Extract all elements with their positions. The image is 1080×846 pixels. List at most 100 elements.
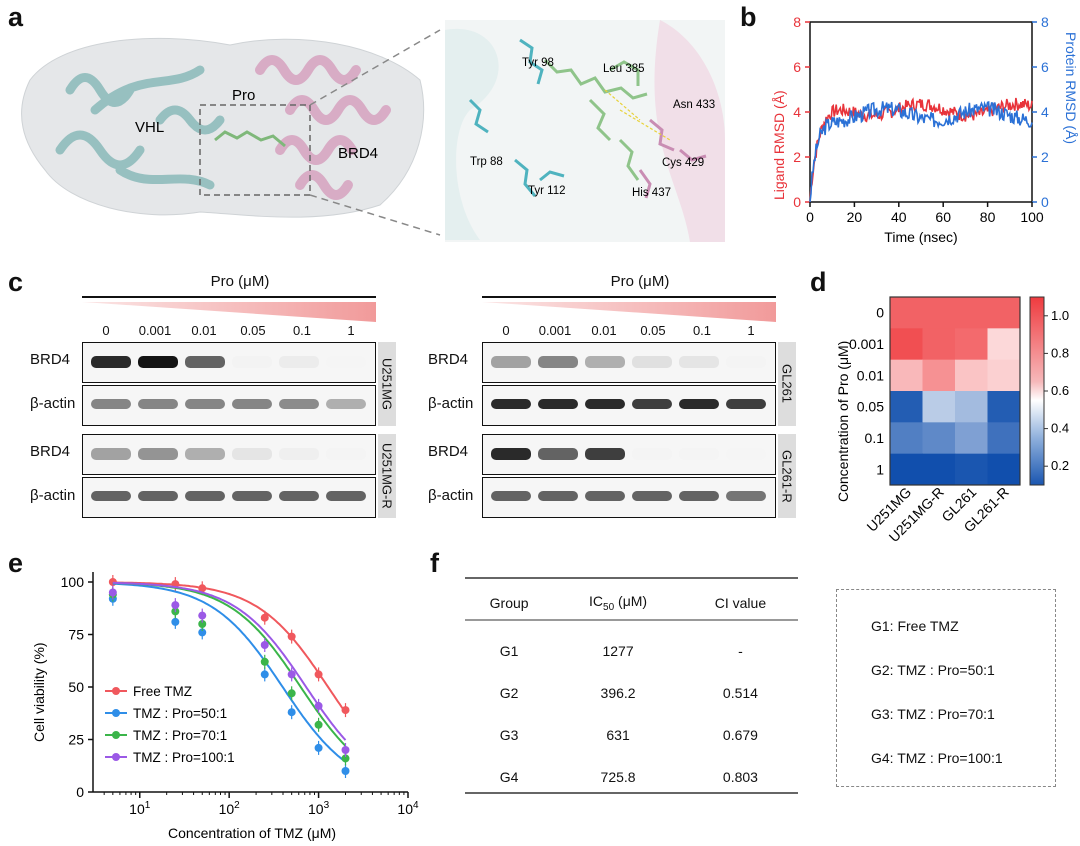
blot-band [679, 491, 719, 501]
heatmap-cell [922, 422, 956, 455]
group-legend-item: G4: TMZ : Pro=100:1 [871, 750, 1003, 766]
rmsd-x-tick: 40 [891, 209, 907, 225]
group-legend-box: G1: Free TMZ G2: TMZ : Pro=50:1 G3: TMZ … [836, 589, 1056, 787]
blot-actin-u251mg [82, 385, 376, 426]
viability-data-point [287, 708, 296, 717]
heatmap-cell [987, 359, 1021, 392]
lane-label: 0.001 [138, 323, 172, 338]
heatmap-row-label: 0.05 [857, 399, 884, 415]
heatmap-row-label: 1 [876, 461, 884, 477]
lane-label: 0.01 [591, 323, 617, 338]
blot-band [585, 399, 625, 409]
rmsd-y-tick-left: 2 [793, 149, 801, 165]
panel-label-a: a [8, 2, 24, 32]
heatmap-cell [987, 391, 1021, 423]
group-legend-item: G3: TMZ : Pro=70:1 [871, 706, 995, 722]
lane-label: 0.05 [640, 323, 666, 338]
heatmap-frame [889, 296, 1021, 486]
heatmap-cell [922, 391, 956, 423]
col-header-ci: CI value [714, 595, 767, 611]
heatmap-row-label: 0.1 [865, 430, 885, 446]
lane-label: 1 [347, 323, 355, 338]
actin-row-label: β-actin [428, 487, 474, 504]
western-blot-headers [82, 296, 776, 322]
blot-band [185, 491, 225, 501]
viability-data-point [287, 670, 296, 679]
blot-band [279, 448, 319, 460]
pro-label: Pro [232, 87, 255, 104]
blot-band [185, 399, 225, 409]
viability-y-tick: 100 [61, 574, 85, 590]
pro-conc-title-left: Pro (μM) [210, 273, 270, 290]
blot-band [91, 448, 131, 460]
residue-label: Tyr 98 [522, 57, 554, 69]
heatmap-colorbar [1029, 296, 1045, 486]
viability-x-tick: 104 [397, 800, 419, 817]
heatmap-cell [922, 328, 956, 361]
blot-band [326, 491, 366, 501]
heatmap-y-label: Concentration of Pro (μM) [835, 341, 851, 502]
protein-structure [21, 29, 441, 236]
lane-label: 0.001 [538, 323, 572, 338]
panel-label-e: e [8, 548, 24, 578]
blot-actin-u251mg-r [82, 477, 376, 518]
col-header-group: Group [489, 595, 529, 611]
cell-line-tag: GL261 [778, 342, 796, 426]
protein-rmsd-label: Protein RMSD (Å) [1063, 32, 1079, 144]
rmsd-x-tick: 0 [806, 209, 814, 225]
blot-band [326, 448, 366, 460]
colorbar-tick: 0.6 [1051, 383, 1069, 398]
blot-band [726, 448, 766, 460]
ligand-rmsd-label: Ligand RMSD (Å) [771, 90, 787, 200]
residue-labels: Tyr 98 Leu 385 Asn 433 Trp 88 Tyr 112 Cy… [470, 57, 715, 199]
blot-band [679, 356, 719, 368]
blot-band [232, 448, 272, 460]
lane-label: 0.01 [191, 323, 217, 338]
heatmap-cell [922, 297, 956, 329]
blot-band [538, 356, 578, 368]
viability-data-point [108, 588, 117, 597]
actin-row-label: β-actin [30, 487, 76, 504]
heatmap-cell [955, 422, 988, 455]
blot-band [185, 448, 225, 460]
colorbar-tick: 1.0 [1051, 308, 1069, 323]
panel-label-b: b [740, 2, 757, 32]
viability-data-point [287, 689, 296, 698]
viability-data-point [171, 601, 180, 610]
brd4-row-label: BRD4 [428, 443, 469, 460]
cell-line-tag: GL261-R [778, 434, 796, 518]
viability-y-tick: 25 [68, 732, 84, 748]
residue-label: Leu 385 [603, 63, 645, 75]
blot-band [538, 491, 578, 501]
viability-data-point [198, 620, 207, 628]
heatmap-cell [890, 391, 923, 423]
blot-band [726, 491, 766, 501]
table-row: G3 631 0.679 [499, 727, 758, 743]
blot-brd4-u251mg [82, 342, 376, 383]
heatmap-cell [955, 297, 988, 329]
viability-x-tick: 102 [219, 800, 241, 817]
blot-band [232, 491, 272, 501]
lane-label: 0 [502, 323, 510, 338]
blot-band [585, 448, 625, 460]
blot-band [279, 491, 319, 501]
protein-rmsd-line [809, 100, 1033, 203]
heatmap-cell [890, 422, 923, 455]
blot-brd4-gl261-r [482, 434, 776, 475]
blot-band [632, 448, 672, 460]
viability-legend-entry: TMZ : Pro=100:1 [133, 750, 235, 765]
binding-site-zoom [445, 20, 725, 242]
blot-band [91, 491, 131, 501]
colorbar-tick: 0.2 [1051, 458, 1069, 473]
rmsd-y-tick-right: 6 [1041, 59, 1049, 75]
blot-actin-gl261-r [482, 477, 776, 518]
heatmap-cell [987, 453, 1021, 486]
brd4-row-label: BRD4 [428, 351, 469, 368]
heatmap-row-label: 0.01 [857, 367, 884, 383]
blot-brd4-u251mg-r [82, 434, 376, 475]
heatmap-cell [987, 297, 1021, 329]
blot-band [538, 448, 578, 460]
viability-data-point [198, 628, 207, 637]
